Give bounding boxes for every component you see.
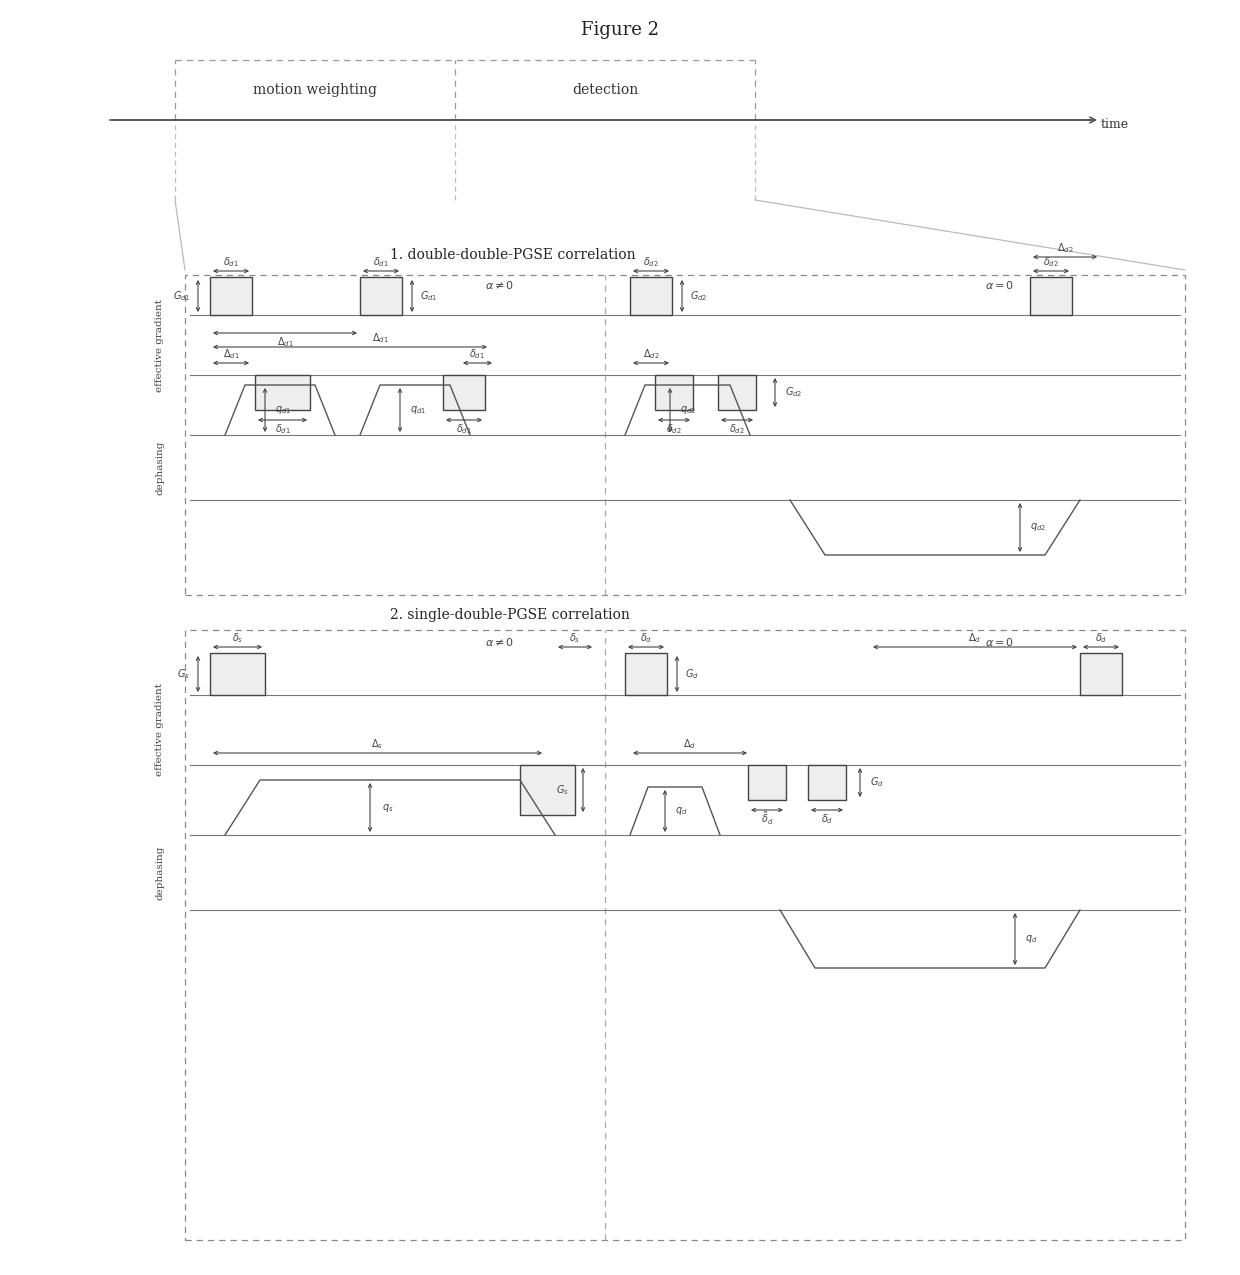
Bar (210, 653, 265, 695)
Text: $\Delta_d$: $\Delta_d$ (683, 737, 697, 751)
Text: $\alpha = 0$: $\alpha = 0$ (986, 636, 1014, 648)
Text: $\delta_d$: $\delta_d$ (1095, 631, 1107, 645)
Bar (210, 277, 252, 315)
Bar (1030, 277, 1073, 315)
Text: $\delta_s$: $\delta_s$ (232, 631, 243, 645)
Text: $\delta_{d1}$: $\delta_{d1}$ (456, 422, 472, 436)
Text: $\delta_{d2}$: $\delta_{d2}$ (729, 422, 745, 436)
Text: $G_{d2}$: $G_{d2}$ (689, 289, 708, 303)
Text: detection: detection (572, 83, 639, 97)
Text: $G_s$: $G_s$ (177, 667, 190, 681)
Bar (185, 275, 1185, 595)
Text: $\Delta_{d1}$: $\Delta_{d1}$ (223, 347, 239, 361)
Text: $\delta_s$: $\delta_s$ (569, 631, 580, 645)
Bar (1080, 653, 1122, 695)
Bar (655, 375, 693, 411)
Text: effective gradient: effective gradient (155, 683, 165, 776)
Text: $G_{d1}$: $G_{d1}$ (420, 289, 438, 303)
Text: $\delta_{d1}$: $\delta_{d1}$ (373, 255, 389, 269)
Text: $\delta_{d2}$: $\delta_{d2}$ (644, 255, 658, 269)
Bar (360, 277, 402, 315)
Text: $\delta_d$: $\delta_d$ (821, 812, 833, 826)
Text: dephasing: dephasing (155, 440, 165, 495)
Bar (630, 277, 672, 315)
Text: motion weighting: motion weighting (253, 83, 377, 97)
Text: $\delta_{d1}$: $\delta_{d1}$ (223, 255, 239, 269)
Text: $G_d$: $G_d$ (870, 775, 884, 789)
Bar (748, 765, 786, 799)
Text: $\Delta_s$: $\Delta_s$ (372, 737, 383, 751)
Bar (808, 765, 846, 799)
Text: $q_{d2}$: $q_{d2}$ (680, 404, 696, 416)
Text: $\delta_d$: $\delta_d$ (640, 631, 652, 645)
Text: Figure 2: Figure 2 (582, 20, 658, 40)
Text: $q_d$: $q_d$ (1025, 933, 1038, 945)
Text: $\Delta_{d1}$: $\Delta_{d1}$ (277, 335, 294, 349)
Text: $\Delta_d$: $\Delta_d$ (968, 631, 982, 645)
Text: $q_{d2}$: $q_{d2}$ (1030, 521, 1047, 533)
Bar (255, 375, 310, 411)
Text: $\Delta_{d2}$: $\Delta_{d2}$ (642, 347, 660, 361)
Text: $\alpha \neq 0$: $\alpha \neq 0$ (485, 279, 515, 291)
Bar (443, 375, 485, 411)
Text: $G_s$: $G_s$ (556, 783, 568, 797)
Text: $\delta_{d1}$: $\delta_{d1}$ (469, 347, 485, 361)
Text: $\delta_{d1}$: $\delta_{d1}$ (274, 422, 290, 436)
Text: $G_{d1}$: $G_{d1}$ (172, 289, 190, 303)
Text: $G_{d2}$: $G_{d2}$ (785, 385, 802, 399)
Text: 2. single-double-PGSE correlation: 2. single-double-PGSE correlation (391, 608, 630, 622)
Text: effective gradient: effective gradient (155, 298, 165, 391)
Text: 1. double-double-PGSE correlation: 1. double-double-PGSE correlation (391, 249, 636, 261)
Text: time: time (1101, 119, 1130, 131)
Text: $q_{d1}$: $q_{d1}$ (275, 404, 291, 416)
Bar (520, 765, 575, 815)
Text: $\delta_{d2}$: $\delta_{d2}$ (666, 422, 682, 436)
Text: dephasing: dephasing (155, 845, 165, 900)
Text: $q_d$: $q_d$ (675, 805, 687, 817)
Text: $\alpha \neq 0$: $\alpha \neq 0$ (485, 636, 515, 648)
Text: $\alpha = 0$: $\alpha = 0$ (986, 279, 1014, 291)
Text: $q_{d1}$: $q_{d1}$ (410, 404, 427, 416)
Bar (185, 630, 1185, 1241)
Text: $\delta_{d2}$: $\delta_{d2}$ (1043, 255, 1059, 269)
Text: $q_s$: $q_s$ (382, 802, 393, 813)
Bar (718, 375, 756, 411)
Text: $\Delta_{d2}$: $\Delta_{d2}$ (1056, 241, 1074, 255)
Text: $G_d$: $G_d$ (684, 667, 699, 681)
Text: $\tilde{\delta}_d$: $\tilde{\delta}_d$ (761, 811, 774, 827)
Text: $\Delta_{d1}$: $\Delta_{d1}$ (372, 332, 388, 346)
Bar (625, 653, 667, 695)
